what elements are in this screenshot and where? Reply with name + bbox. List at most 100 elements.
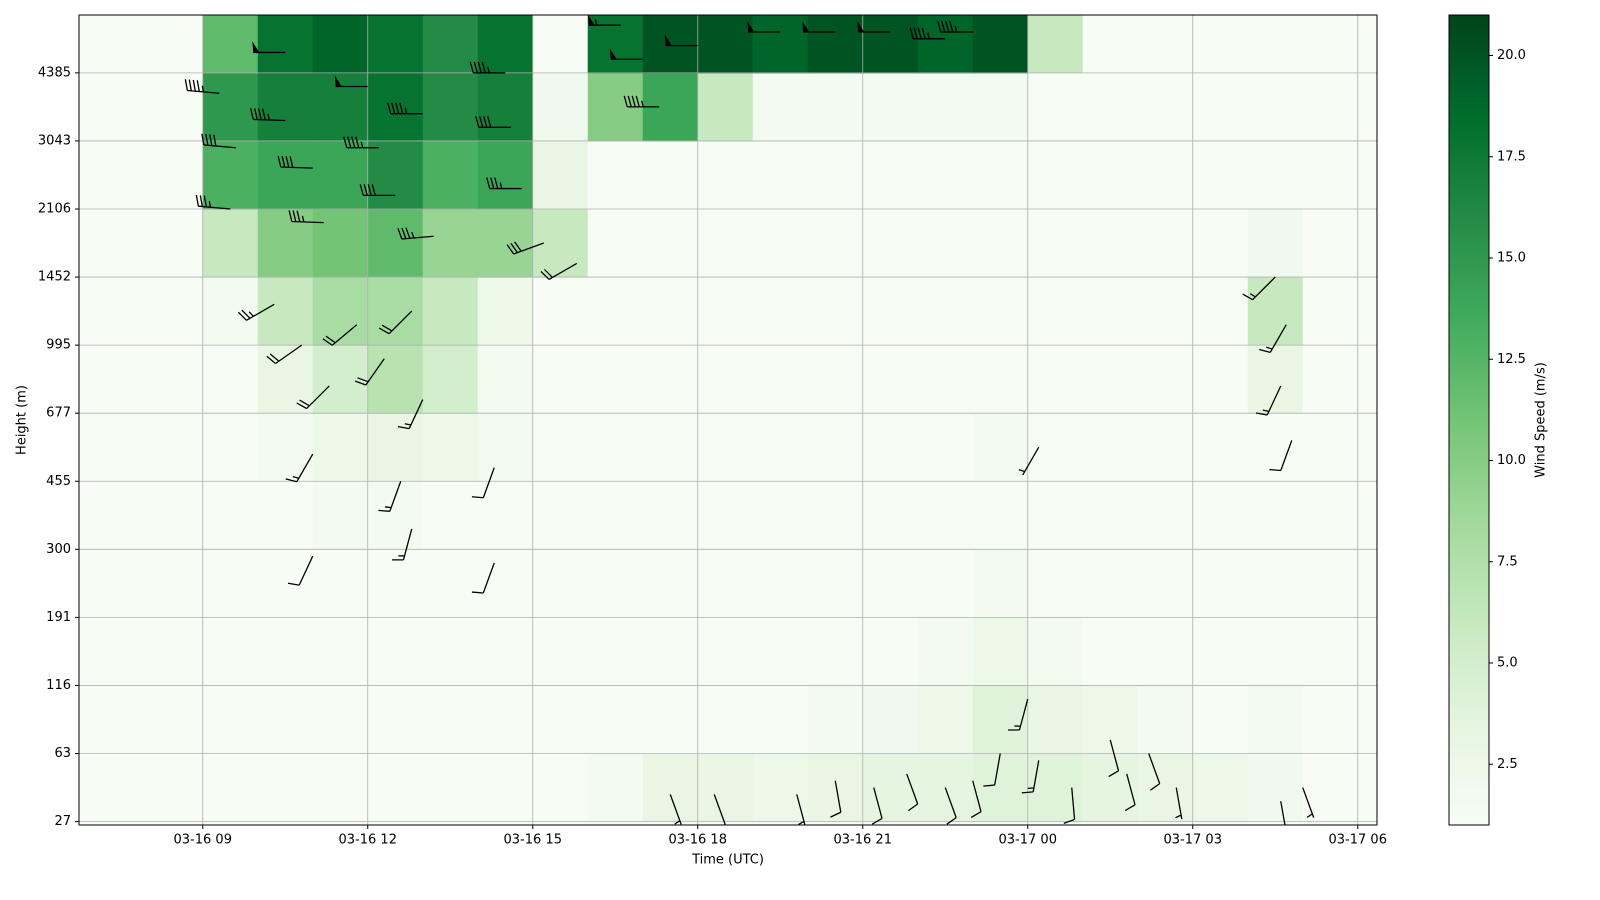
heat-cell	[422, 15, 479, 74]
heat-cell	[92, 753, 149, 823]
heat-cell	[917, 15, 974, 74]
heat-cell	[1192, 481, 1249, 550]
wind-barb	[796, 794, 806, 825]
heat-cell	[807, 72, 864, 142]
heat-cell	[1302, 140, 1359, 210]
heat-cell	[422, 685, 479, 755]
wind-barb	[1269, 440, 1293, 472]
wind-barb	[937, 20, 973, 33]
heat-cell	[917, 549, 974, 618]
heat-cell	[1192, 549, 1249, 618]
barbs	[184, 15, 1315, 825]
heat-cell	[92, 277, 149, 346]
heat-cell	[862, 753, 919, 823]
heat-cell	[697, 72, 754, 142]
heat-cell	[972, 208, 1029, 278]
barb-staff	[237, 303, 275, 321]
heat-cell	[752, 345, 809, 414]
plot-frame	[78, 14, 1378, 826]
wind-barb	[469, 61, 506, 74]
heatmap	[92, 15, 1359, 823]
heat-cell	[1247, 413, 1304, 482]
heat-cell	[1137, 140, 1194, 210]
wind-barb	[1063, 787, 1076, 824]
wind-barb	[871, 787, 883, 825]
heat-cell	[367, 277, 424, 346]
colorbar-tick-label: 20.0	[1497, 48, 1526, 63]
barb-staff	[588, 19, 621, 26]
y-tick-label: 300	[46, 542, 71, 557]
heat-cell	[312, 753, 369, 823]
heat-cell	[917, 208, 974, 278]
heat-cell	[1302, 753, 1359, 823]
colorbar-tick-label: 5.0	[1497, 656, 1518, 671]
heat-cell	[422, 277, 479, 346]
wind-barb	[252, 41, 286, 54]
heat-cell	[917, 277, 974, 346]
heat-cell	[1192, 345, 1249, 414]
wind-barb	[288, 210, 324, 224]
heat-cell	[257, 753, 314, 823]
heat-cell	[1027, 140, 1084, 210]
wind-barb	[802, 21, 836, 33]
heat-cell	[477, 617, 534, 686]
heat-cell	[1082, 413, 1139, 482]
heat-cell	[697, 208, 754, 278]
heat-cell	[697, 140, 754, 210]
heat-cell	[807, 481, 864, 550]
heat-cell	[1192, 15, 1249, 74]
barb-staff	[1021, 760, 1040, 794]
wind-barb	[285, 453, 314, 483]
wind-barb	[250, 108, 286, 122]
heat-cell	[972, 277, 1029, 346]
heat-cell	[697, 345, 754, 414]
heat-cell	[367, 685, 424, 755]
heat-cell	[202, 345, 259, 414]
heat-cell	[1302, 685, 1359, 755]
heat-cell	[422, 481, 479, 550]
heat-cell	[147, 345, 204, 414]
heat-cell	[147, 208, 204, 278]
heat-cell	[202, 753, 259, 823]
heat-cell	[147, 15, 204, 74]
barb-staff	[397, 227, 434, 240]
heat-cell	[1027, 413, 1084, 482]
heat-cell	[477, 277, 534, 346]
heat-cell	[312, 72, 369, 142]
x-tick-label: 03-16 12	[339, 833, 397, 848]
barb-flag	[747, 21, 755, 33]
heat-cell	[92, 345, 149, 414]
heat-cell	[752, 753, 809, 823]
barb-staff	[201, 133, 236, 149]
heat-cell	[697, 549, 754, 618]
wind-barb	[1255, 385, 1282, 416]
heat-cell	[1247, 685, 1304, 755]
heat-cell	[1247, 549, 1304, 618]
barb-staff	[623, 95, 660, 108]
y-tick-label: 2106	[38, 201, 71, 216]
barb-staff	[796, 794, 806, 825]
heat-cell	[1247, 617, 1304, 686]
heat-cell	[257, 617, 314, 686]
heat-cell	[477, 345, 534, 414]
heat-cell	[477, 208, 534, 278]
heat-cell	[257, 685, 314, 755]
x-tick-label: 03-16 21	[834, 833, 892, 848]
heat-cell	[147, 481, 204, 550]
barb-staff	[287, 555, 314, 586]
heat-cell	[1027, 208, 1084, 278]
heat-cell	[697, 753, 754, 823]
wind-barb	[277, 155, 313, 169]
heat-cell	[587, 685, 644, 755]
wind-barb	[486, 177, 522, 190]
heat-cell	[1192, 685, 1249, 755]
heat-cell	[1027, 345, 1084, 414]
heat-cell	[92, 140, 149, 210]
heat-cell	[257, 481, 314, 550]
heat-cell	[1192, 753, 1249, 823]
heat-cell	[532, 140, 589, 210]
heat-cell	[532, 753, 589, 823]
heat-cell	[202, 208, 259, 278]
heat-cell	[807, 345, 864, 414]
y-tick-label: 1452	[38, 270, 71, 285]
